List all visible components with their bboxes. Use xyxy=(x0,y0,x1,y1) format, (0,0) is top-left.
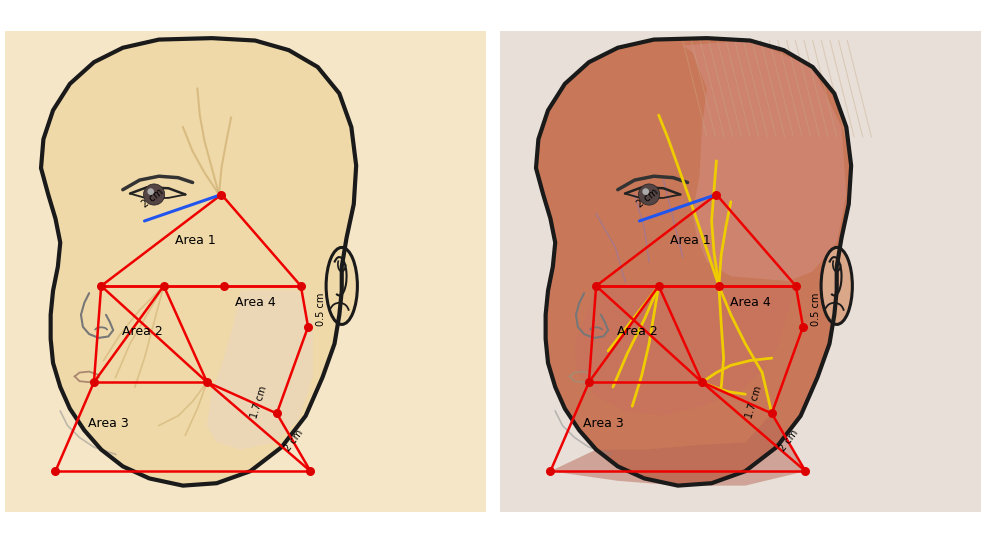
Text: Area 1: Area 1 xyxy=(669,233,710,247)
Polygon shape xyxy=(41,38,356,485)
Text: Area 4: Area 4 xyxy=(730,296,770,310)
Polygon shape xyxy=(550,413,806,485)
Text: Area 2: Area 2 xyxy=(616,325,658,338)
Text: Area 3: Area 3 xyxy=(583,416,624,430)
Circle shape xyxy=(147,188,154,195)
Circle shape xyxy=(144,184,165,205)
Ellipse shape xyxy=(821,248,852,324)
Circle shape xyxy=(642,188,649,195)
Text: 1.7 cm: 1.7 cm xyxy=(744,385,763,420)
Text: 2 cm: 2 cm xyxy=(140,187,166,210)
Text: Area 4: Area 4 xyxy=(235,296,275,310)
Polygon shape xyxy=(682,41,846,281)
Polygon shape xyxy=(536,38,851,485)
Text: 0.5 cm: 0.5 cm xyxy=(317,292,326,326)
Polygon shape xyxy=(575,286,796,416)
Circle shape xyxy=(639,184,660,205)
Text: 0.5 cm: 0.5 cm xyxy=(811,292,821,326)
Text: 1.7 cm: 1.7 cm xyxy=(249,385,268,420)
Text: Area 3: Area 3 xyxy=(88,416,129,430)
Text: 2 cm: 2 cm xyxy=(777,428,800,453)
Text: 2 cm: 2 cm xyxy=(635,187,661,210)
Ellipse shape xyxy=(326,248,357,324)
Text: Area 2: Area 2 xyxy=(121,325,163,338)
Polygon shape xyxy=(207,291,313,450)
Text: 2 cm: 2 cm xyxy=(282,428,305,453)
Text: Area 1: Area 1 xyxy=(175,233,215,247)
